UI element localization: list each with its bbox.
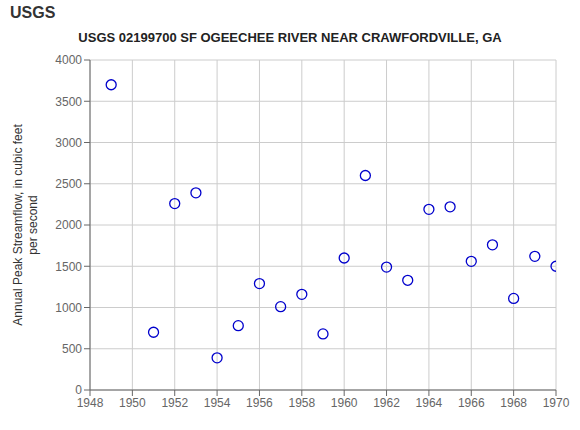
svg-text:500: 500	[62, 342, 82, 356]
svg-text:1958: 1958	[288, 396, 315, 410]
svg-text:2500: 2500	[55, 177, 82, 191]
svg-text:3000: 3000	[55, 136, 82, 150]
svg-text:1962: 1962	[373, 396, 400, 410]
svg-text:1968: 1968	[500, 396, 527, 410]
svg-text:1960: 1960	[331, 396, 358, 410]
svg-text:1500: 1500	[55, 260, 82, 274]
svg-text:1954: 1954	[204, 396, 231, 410]
svg-text:0: 0	[75, 383, 82, 397]
svg-text:Annual Peak Streamflow, in cub: Annual Peak Streamflow, in cubic feetper…	[11, 124, 40, 326]
svg-text:1964: 1964	[416, 396, 443, 410]
svg-text:1966: 1966	[458, 396, 485, 410]
svg-text:1950: 1950	[119, 396, 146, 410]
svg-text:2000: 2000	[55, 218, 82, 232]
svg-text:4000: 4000	[55, 53, 82, 67]
svg-text:1952: 1952	[161, 396, 188, 410]
html-text:USGS: USGS	[10, 4, 56, 21]
svg-text:3500: 3500	[55, 95, 82, 109]
svg-text:1948: 1948	[77, 396, 104, 410]
svg-text:1956: 1956	[246, 396, 273, 410]
svg-text:1970: 1970	[543, 396, 570, 410]
svg-text:1000: 1000	[55, 301, 82, 315]
html-text:USGS 02199700 SF OGEECHEE RIVE: USGS 02199700 SF OGEECHEE RIVER NEAR CRA…	[78, 30, 502, 45]
